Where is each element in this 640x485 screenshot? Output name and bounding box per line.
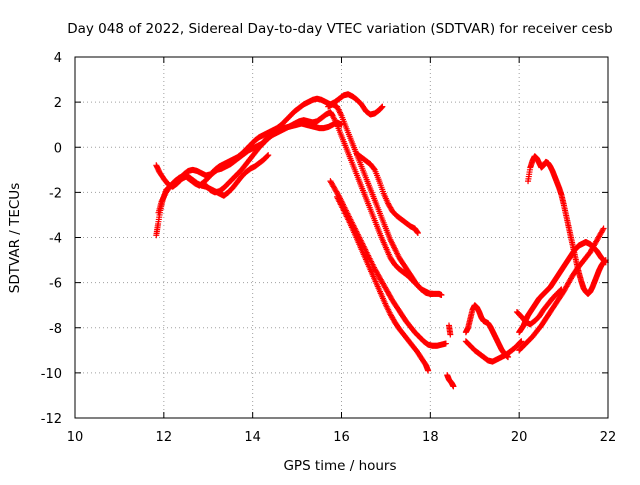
data-point [557, 287, 564, 294]
series-arc-6 [354, 151, 421, 236]
y-tick-label: -12 [41, 412, 62, 427]
data-point [265, 152, 272, 159]
series-arc-14 [516, 225, 607, 354]
x-tick-label: 12 [156, 430, 173, 445]
series-arc-10 [445, 322, 454, 338]
data-point [558, 286, 565, 293]
series-arc-12 [462, 338, 525, 365]
series-arc-16 [513, 286, 565, 328]
y-tick-label: 0 [54, 141, 62, 156]
data-point [379, 103, 386, 110]
series-arc-8 [334, 193, 432, 374]
data-point [442, 340, 449, 347]
series-arc-15 [525, 153, 609, 297]
y-tick-label: -4 [49, 232, 62, 247]
series-arc-9 [444, 372, 457, 390]
data-point [438, 292, 445, 299]
x-tick-label: 14 [244, 430, 261, 445]
data-point [447, 331, 454, 338]
x-tick-labels: 10 12 14 16 18 20 22 [67, 430, 617, 445]
x-tick-label: 22 [600, 430, 617, 445]
series-arc-5 [325, 101, 445, 299]
chart-title: Day 048 of 2022, Sidereal Day-to-day VTE… [67, 21, 613, 37]
data-point [425, 367, 432, 374]
y-tick-labels: -12 -10 -8 -6 -4 -2 0 2 4 [41, 51, 62, 427]
y-tick-label: 4 [54, 51, 62, 66]
x-tick-label: 20 [511, 430, 528, 445]
y-tick-label: -8 [49, 322, 62, 337]
x-tick-label: 16 [333, 430, 350, 445]
data-series [153, 91, 609, 390]
y-axis-label: SDTVAR / TECUs [7, 183, 23, 293]
data-point [450, 383, 457, 390]
data-point [518, 338, 525, 345]
y-tick-label: -6 [49, 277, 62, 292]
data-point [264, 152, 271, 159]
data-point [600, 225, 607, 232]
y-tick-label: -2 [49, 186, 62, 201]
y-tick-label: 2 [54, 96, 62, 111]
y-tick-label: -10 [41, 367, 62, 382]
x-axis-label: GPS time / hours [283, 458, 396, 474]
x-tick-label: 18 [422, 430, 439, 445]
data-point [599, 226, 606, 233]
plot-frame [74, 56, 609, 419]
data-point [414, 229, 421, 236]
x-tick-label: 10 [67, 430, 84, 445]
